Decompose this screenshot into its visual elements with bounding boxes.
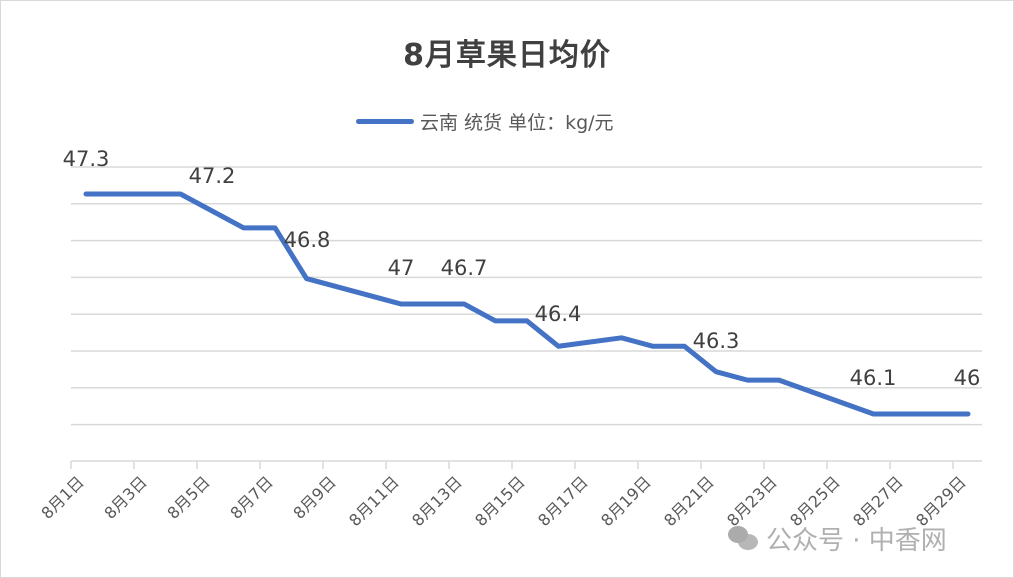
data-label: 46.8 [284,228,331,252]
x-tick-label: 8月13日 [408,472,466,530]
watermark-text: 公众号 · 中香网 [766,526,947,556]
price-line [83,191,971,417]
data-label: 46.7 [441,256,488,280]
data-label: 47.3 [63,147,110,171]
x-tick-label: 8月9日 [289,472,339,522]
data-label: 46.1 [850,366,897,390]
data-label: 46 [954,366,981,390]
x-tick-label: 8月19日 [597,472,655,530]
x-tick-label: 8月7日 [226,472,276,522]
data-label: 46.4 [535,302,582,326]
x-tick-label: 8月21日 [660,472,718,530]
x-tick-label: 8月1日 [37,472,87,522]
legend-label: 云南 统货 单位：kg/元 [420,112,614,134]
x-tick-label: 8月3日 [100,472,150,522]
watermark: 公众号 · 中香网 [728,520,947,557]
data-label: 46.3 [693,329,740,353]
legend: 云南 统货 单位：kg/元 [356,108,614,135]
x-tick-label: 8月5日 [163,472,213,522]
x-tick-label: 8月15日 [471,472,529,530]
data-label: 47 [388,256,415,280]
chart-title: 8月草果日均价 [403,38,611,73]
x-tick-label: 8月11日 [345,472,403,530]
wechat-icon [728,525,758,552]
x-tick-label: 8月17日 [534,472,592,530]
data-label: 47.2 [189,164,236,188]
legend-line-swatch [356,119,414,124]
